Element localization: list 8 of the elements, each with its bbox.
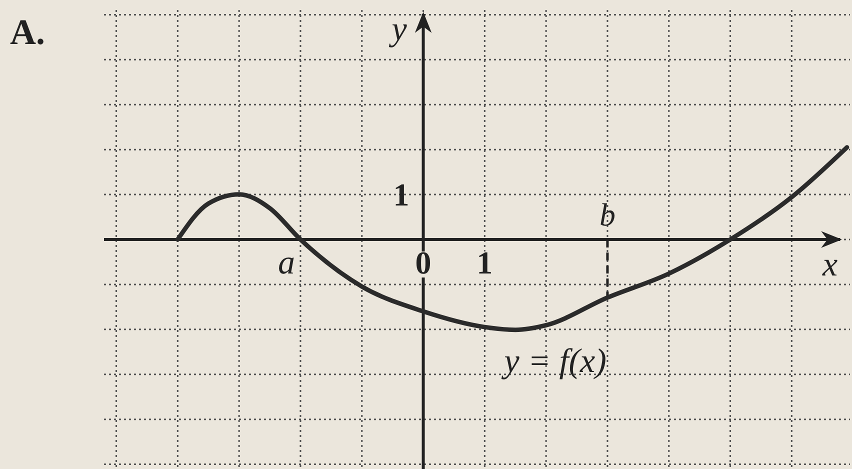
y-axis-title: y	[388, 11, 408, 48]
annotation: 1	[393, 176, 410, 213]
series-label: y = f(x)	[501, 342, 606, 380]
x-axis-title: x	[821, 246, 838, 284]
ref-line-label: b	[599, 196, 616, 232]
annotation: a	[278, 244, 295, 282]
x-tick-label: 0	[415, 244, 432, 280]
text: A.	[10, 12, 45, 52]
